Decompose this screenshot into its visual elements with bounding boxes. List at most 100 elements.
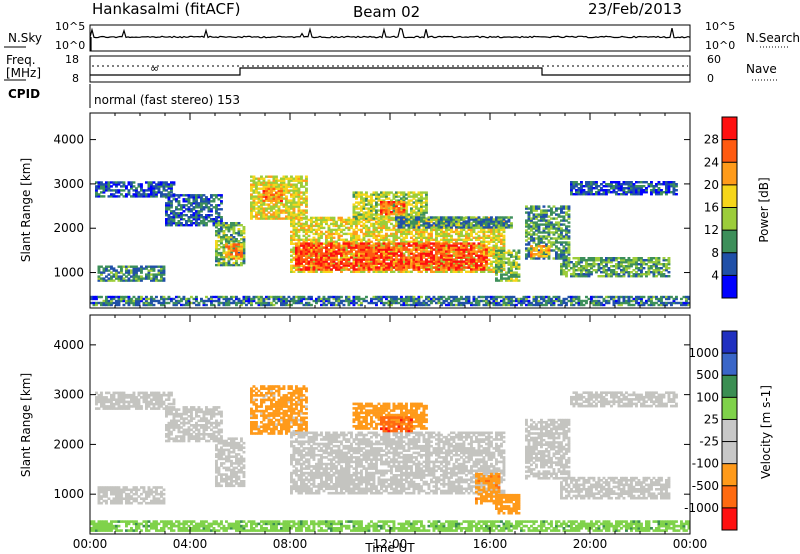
heatmap-cell xyxy=(205,214,208,217)
heatmap-cell xyxy=(275,201,278,204)
heatmap-cell xyxy=(225,255,228,258)
heatmap-cell xyxy=(207,220,211,223)
heatmap-cell xyxy=(315,258,318,261)
heatmap-cell xyxy=(190,224,193,227)
heatmap-cell xyxy=(342,228,346,232)
heatmap-cell xyxy=(222,230,226,233)
heatmap-cell xyxy=(452,254,456,257)
heatmap-cell xyxy=(227,242,231,245)
heatmap-cell xyxy=(472,216,476,219)
heatmap-cell xyxy=(165,183,168,186)
heatmap-cell xyxy=(210,200,213,203)
heatmap-cell xyxy=(327,232,331,236)
heatmap-cell xyxy=(275,183,278,186)
heatmap-cell xyxy=(330,262,333,265)
heatmap-cell xyxy=(302,254,306,257)
heatmap-cell xyxy=(397,228,401,232)
heatmap-cell xyxy=(447,228,451,232)
heatmap-cell xyxy=(362,222,366,226)
heatmap-cell xyxy=(377,254,381,257)
heatmap-cell xyxy=(395,252,398,255)
heatmap-cell xyxy=(417,266,421,269)
heatmap-cell xyxy=(275,209,278,212)
heatmap-cell xyxy=(252,199,256,202)
heatmap-cell xyxy=(272,203,276,206)
heatmap-cell xyxy=(290,216,293,220)
heatmap-cell xyxy=(262,215,266,218)
heatmap-cell xyxy=(302,260,306,263)
heatmap-cell xyxy=(302,234,306,238)
heatmap-cell xyxy=(337,252,341,255)
heatmap-cell xyxy=(435,220,438,223)
heatmap-cell xyxy=(437,268,441,271)
heatmap-cell xyxy=(272,175,276,178)
heatmap-cell xyxy=(385,224,388,228)
heatmap-cell xyxy=(332,254,336,257)
heatmap-cell xyxy=(250,197,253,200)
heatmap-cell xyxy=(317,228,321,232)
heatmap-cell xyxy=(297,224,301,228)
heatmap-cell xyxy=(635,185,638,188)
heatmap-cell xyxy=(437,256,441,259)
heatmap-cell xyxy=(232,263,236,267)
noise-panel: N.Sky 10^5 10^0 10^5 10^0 N.Search xyxy=(4,20,800,52)
heatmap-cell xyxy=(442,256,446,259)
heatmap-cell xyxy=(622,187,626,190)
heatmap-cell xyxy=(307,218,311,222)
heatmap-cell xyxy=(325,254,328,257)
heatmap-cell xyxy=(242,251,246,255)
heatmap-cell xyxy=(297,213,301,216)
heatmap-cell xyxy=(445,252,448,255)
heatmap-cell xyxy=(187,208,191,211)
heatmap-cell xyxy=(110,185,113,188)
heatmap-cell xyxy=(345,240,348,243)
heatmap-cell xyxy=(197,204,201,207)
heatmap-cell xyxy=(375,209,378,212)
heatmap-cell xyxy=(317,234,321,238)
heatmap-cell xyxy=(352,240,356,243)
heatmap-cell xyxy=(167,206,171,209)
heatmap-cell xyxy=(427,238,431,241)
heatmap-cell xyxy=(492,252,496,255)
heatmap-cell xyxy=(470,238,473,241)
heatmap-cell xyxy=(330,270,333,273)
heatmap-cell xyxy=(400,238,403,241)
heatmap-cell xyxy=(140,185,143,188)
heatmap-cell xyxy=(260,197,263,200)
heatmap-cell xyxy=(367,218,371,222)
heatmap-cell xyxy=(437,234,441,238)
heatmap-cell xyxy=(205,218,208,221)
heatmap-cell xyxy=(317,268,321,271)
heatmap-cell xyxy=(227,259,231,263)
heatmap-cell xyxy=(372,222,376,226)
heatmap-cell xyxy=(325,236,328,239)
heatmap-cell xyxy=(570,181,573,184)
heatmap-cell xyxy=(382,234,386,238)
heatmap-cell xyxy=(237,242,241,245)
heatmap-cell xyxy=(422,260,426,263)
heatmap-cell xyxy=(542,249,546,252)
heatmap-cell xyxy=(252,175,256,178)
heatmap-cell xyxy=(407,256,411,259)
heatmap-cell xyxy=(222,259,226,263)
heatmap-cell xyxy=(235,263,238,267)
heatmap-cell xyxy=(352,268,356,271)
heatmap-cell xyxy=(502,273,506,276)
heatmap-cell xyxy=(377,238,381,241)
heatmap-cell xyxy=(467,234,471,238)
heatmap-cell xyxy=(335,258,338,261)
noise-frame xyxy=(89,24,691,52)
heatmap-cell xyxy=(227,226,231,229)
heatmap-cell xyxy=(302,266,306,269)
heatmap-cell xyxy=(242,226,246,229)
heatmap-cell xyxy=(530,217,533,220)
heatmap-cell xyxy=(407,224,411,227)
heatmap-cell xyxy=(397,248,401,251)
heatmap-cell xyxy=(280,203,283,206)
heatmap-cell xyxy=(335,246,338,249)
heatmap-cell xyxy=(177,200,181,203)
heatmap-cell xyxy=(295,189,298,192)
heatmap-cell xyxy=(325,222,328,226)
heatmap-cell xyxy=(252,197,256,200)
heatmap-cell xyxy=(230,263,233,267)
